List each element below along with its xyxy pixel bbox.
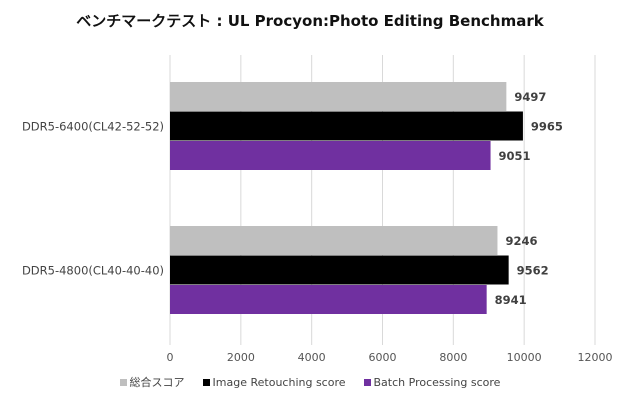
bar <box>170 141 491 170</box>
legend-item: Batch Processing score <box>363 374 501 390</box>
data-label: 8941 <box>495 293 527 307</box>
x-tick-label: 12000 <box>578 351 613 364</box>
bar <box>170 111 523 141</box>
data-label: 9562 <box>517 263 549 277</box>
data-label: 9497 <box>514 90 546 104</box>
category-label: DDR5-4800(CL40-40-40) <box>22 263 164 277</box>
bar <box>170 285 487 314</box>
data-label: 9246 <box>505 234 537 248</box>
x-tick-label: 10000 <box>507 351 542 364</box>
legend-label: Batch Processing score <box>373 375 501 389</box>
legend-swatch <box>202 378 210 386</box>
category-label: DDR5-6400(CL42-52-52) <box>22 119 164 133</box>
x-tick-label: 4000 <box>298 351 326 364</box>
x-tick-label: 8000 <box>439 351 467 364</box>
bar <box>170 82 507 111</box>
legend-item: 総合スコア <box>119 374 185 390</box>
legend: 総合スコア Image Retouching score Batch Process… <box>0 374 620 390</box>
bar <box>170 226 498 255</box>
legend-label: Image Retouching score <box>212 375 346 389</box>
legend-swatch <box>363 378 371 386</box>
data-label: 9051 <box>499 149 531 163</box>
x-tick-label: 6000 <box>369 351 397 364</box>
x-tick-label: 0 <box>167 351 174 364</box>
data-label: 9965 <box>531 119 563 133</box>
chart-title: ベンチマークテスト : UL Procyon:Photo Editing Ben… <box>76 12 544 30</box>
legend-item: Image Retouching score <box>202 374 346 390</box>
legend-swatch <box>119 378 127 386</box>
legend-label: 総合スコア <box>129 376 185 389</box>
x-tick-label: 2000 <box>227 351 255 364</box>
bar <box>170 255 509 285</box>
